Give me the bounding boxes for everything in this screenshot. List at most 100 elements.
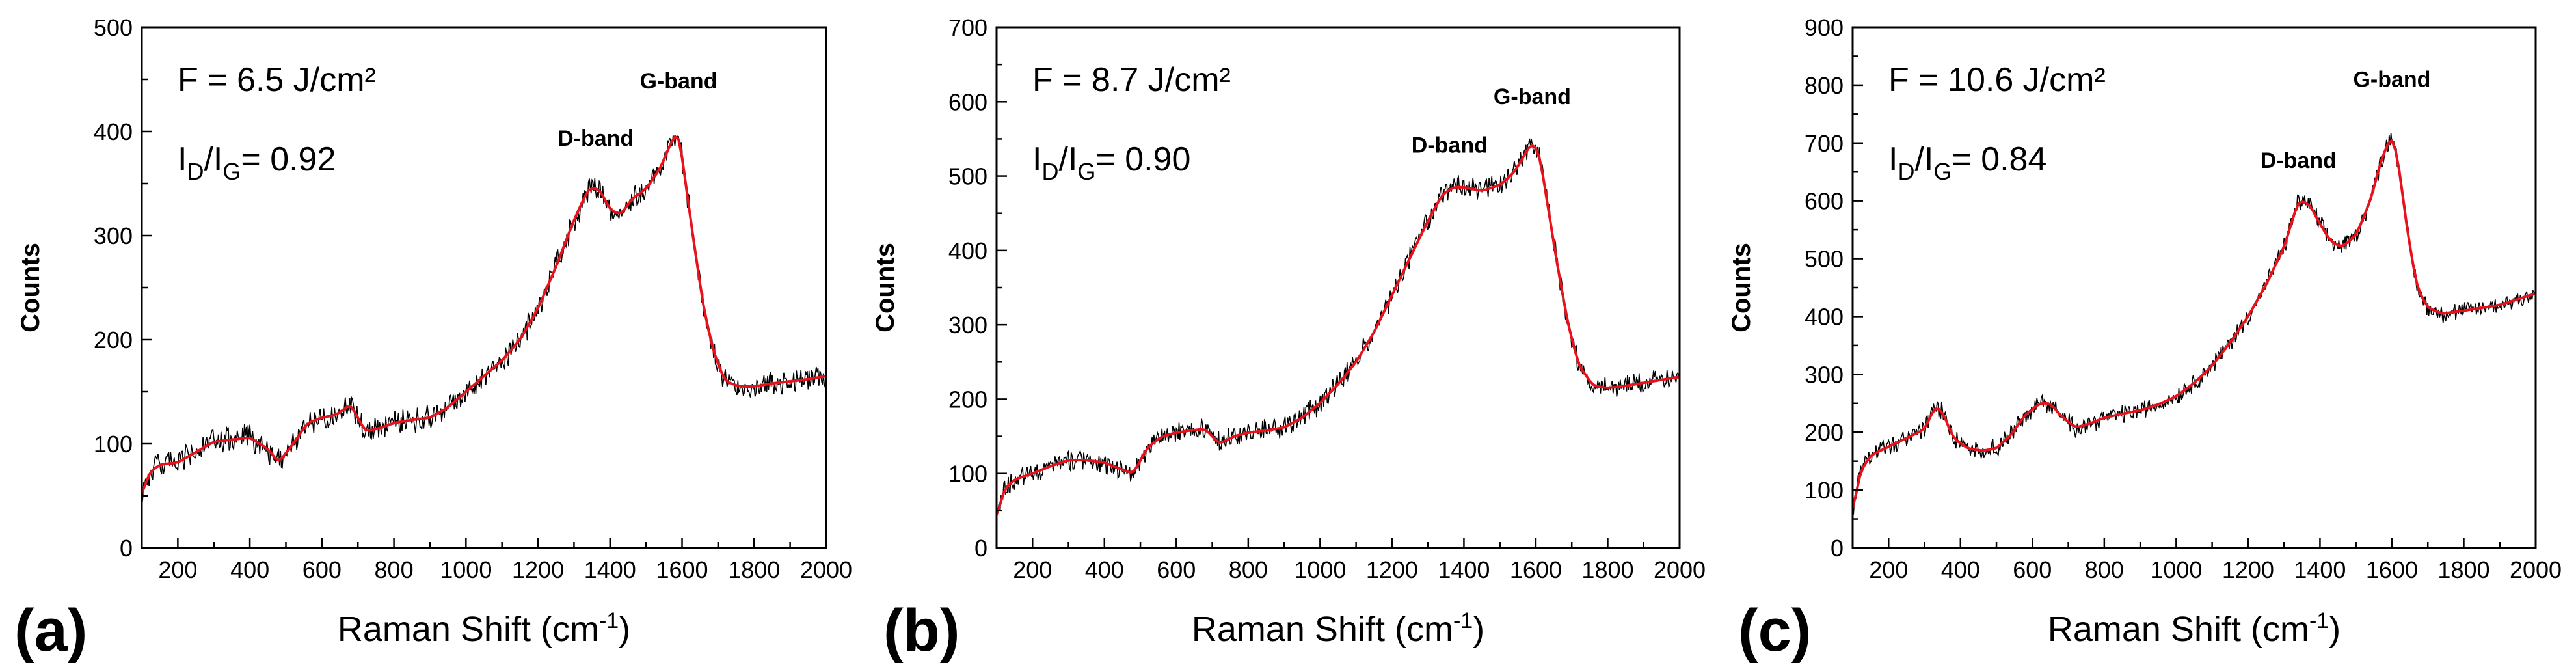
x-tick-label: 1000 bbox=[2150, 556, 2202, 583]
ratio-slash-i-g: /I bbox=[204, 141, 222, 178]
x-axis-title-main: Raman Shift (cm bbox=[2048, 610, 2309, 649]
band-label-d-band: D-band bbox=[2261, 148, 2337, 173]
band-label-d-band: D-band bbox=[557, 126, 634, 151]
y-tick-label: 500 bbox=[94, 14, 133, 41]
plot-frame bbox=[1851, 26, 2537, 549]
x-tick-label: 400 bbox=[1941, 556, 1980, 583]
x-tick-label: 1400 bbox=[2294, 556, 2346, 583]
y-tick-label: 300 bbox=[948, 312, 987, 338]
y-tick-label: 200 bbox=[948, 386, 987, 413]
x-axis-title-main: Raman Shift (cm bbox=[338, 610, 599, 649]
x-tick-label: 1200 bbox=[1366, 556, 1418, 583]
y-tick-label: 900 bbox=[1805, 14, 1844, 41]
x-tick-label: 400 bbox=[1085, 556, 1124, 583]
ratio-i-d: I bbox=[1888, 141, 1898, 178]
raw-spectrum-line bbox=[1853, 133, 2536, 515]
y-axis-title: Counts bbox=[871, 243, 900, 333]
chart-panel-b: 200 400 600 800 1000 1200 1400 1600 1800 2000 0 100… bbox=[871, 14, 1706, 664]
y-tick-label: 100 bbox=[94, 431, 133, 457]
fluence-annotation: F = 10.6 J/cm² bbox=[1888, 61, 2106, 99]
band-label-d-band: D-band bbox=[1412, 133, 1488, 157]
x-axis-title: Raman Shift (cm-1) bbox=[2048, 608, 2341, 649]
x-tick-label: 800 bbox=[375, 556, 414, 583]
x-tick-label: 1800 bbox=[2437, 556, 2489, 583]
ratio-subscript-g: G bbox=[1933, 158, 1952, 185]
ratio-slash-i-g: /I bbox=[1914, 141, 1933, 178]
ratio-value: = 0.90 bbox=[1095, 141, 1190, 178]
x-tick-label: 1600 bbox=[1510, 556, 1562, 583]
x-tick-label: 800 bbox=[2085, 556, 2124, 583]
x-tick-label: 1800 bbox=[1581, 556, 1633, 583]
y-tick-label: 700 bbox=[1805, 130, 1844, 157]
y-tick-label: 0 bbox=[1831, 535, 1844, 562]
x-tick-label: 2000 bbox=[800, 556, 852, 583]
intensity-ratio-annotation: ID/IG= 0.84 bbox=[1888, 141, 2046, 185]
x-axis-title: Raman Shift (cm-1) bbox=[1192, 608, 1484, 649]
plot-frame bbox=[995, 26, 1681, 549]
ratio-value: = 0.84 bbox=[1952, 141, 2046, 178]
x-tick-label: 1200 bbox=[2222, 556, 2274, 583]
y-axis-title: Counts bbox=[16, 243, 45, 333]
x-tick-label: 1000 bbox=[440, 556, 492, 583]
chart-panel-a: 200 400 600 800 1000 1200 1400 1600 1800 2000 0 100… bbox=[14, 14, 852, 664]
intensity-ratio-annotation: ID/IG= 0.90 bbox=[1032, 141, 1190, 185]
y-tick-label: 400 bbox=[948, 238, 987, 264]
y-tick-label: 600 bbox=[1805, 188, 1844, 215]
x-tick-label: 400 bbox=[230, 556, 269, 583]
panel-label: (c) bbox=[1738, 597, 1811, 664]
y-tick-label: 700 bbox=[948, 14, 987, 41]
x-axis-title-close: ) bbox=[1473, 610, 1484, 649]
x-tick-label: 200 bbox=[158, 556, 197, 583]
y-tick-label: 600 bbox=[948, 88, 987, 115]
ratio-slash-i-g: /I bbox=[1058, 141, 1077, 178]
x-axis-title-superscript: -1 bbox=[1453, 608, 1473, 633]
band-label-g-band: G-band bbox=[2353, 67, 2430, 92]
y-tick-label: 200 bbox=[1805, 419, 1844, 446]
x-axis-title-superscript: -1 bbox=[2309, 608, 2329, 633]
raw-spectrum-line bbox=[997, 138, 1680, 513]
y-tick-label: 400 bbox=[1805, 303, 1844, 330]
plot-frame bbox=[141, 26, 827, 549]
band-label-g-band: G-band bbox=[1494, 85, 1571, 109]
fluence-annotation: F = 6.5 J/cm² bbox=[178, 61, 376, 99]
x-tick-label: 200 bbox=[1869, 556, 1908, 583]
fluence-annotation: F = 8.7 J/cm² bbox=[1032, 61, 1231, 99]
y-tick-label: 300 bbox=[94, 223, 133, 249]
x-axis-title-main: Raman Shift (cm bbox=[1192, 610, 1453, 649]
x-tick-label: 600 bbox=[1157, 556, 1196, 583]
y-tick-label: 200 bbox=[94, 327, 133, 353]
x-tick-label: 1800 bbox=[728, 556, 780, 583]
panel-label: (a) bbox=[14, 597, 87, 664]
x-tick-label: 600 bbox=[2013, 556, 2052, 583]
x-tick-label: 2000 bbox=[1654, 556, 1706, 583]
ratio-i-d: I bbox=[178, 141, 187, 178]
y-tick-label: 400 bbox=[94, 118, 133, 145]
x-axis-title-close: ) bbox=[2329, 610, 2341, 649]
x-tick-label: 1400 bbox=[1438, 556, 1490, 583]
x-tick-label: 1000 bbox=[1294, 556, 1346, 583]
ratio-value: = 0.92 bbox=[241, 141, 336, 178]
fit-line bbox=[142, 135, 826, 494]
y-axis-title: Counts bbox=[1727, 243, 1756, 333]
y-tick-label: 500 bbox=[1805, 246, 1844, 273]
ratio-subscript-d: D bbox=[1041, 158, 1058, 185]
y-tick-label: 0 bbox=[120, 535, 133, 562]
y-tick-label: 100 bbox=[948, 461, 987, 487]
chart-panel-c: 200 400 600 800 1000 1200 1400 1600 1800 2000 0 100… bbox=[1727, 14, 2562, 664]
fit-line bbox=[1853, 138, 2536, 509]
intensity-ratio-annotation: ID/IG= 0.92 bbox=[178, 141, 336, 185]
x-tick-label: 200 bbox=[1013, 556, 1052, 583]
panel-label: (b) bbox=[883, 597, 959, 664]
ratio-subscript-g: G bbox=[1077, 158, 1095, 185]
ratio-subscript-d: D bbox=[1898, 158, 1914, 185]
fit-line bbox=[997, 143, 1680, 515]
x-tick-label: 2000 bbox=[2510, 556, 2562, 583]
x-tick-label: 600 bbox=[302, 556, 342, 583]
ratio-i-d: I bbox=[1032, 141, 1041, 178]
x-axis-title-superscript: -1 bbox=[599, 608, 619, 633]
band-label-g-band: G-band bbox=[639, 69, 717, 94]
x-tick-label: 800 bbox=[1229, 556, 1268, 583]
x-tick-label: 1600 bbox=[2366, 556, 2418, 583]
y-tick-label: 500 bbox=[948, 163, 987, 190]
